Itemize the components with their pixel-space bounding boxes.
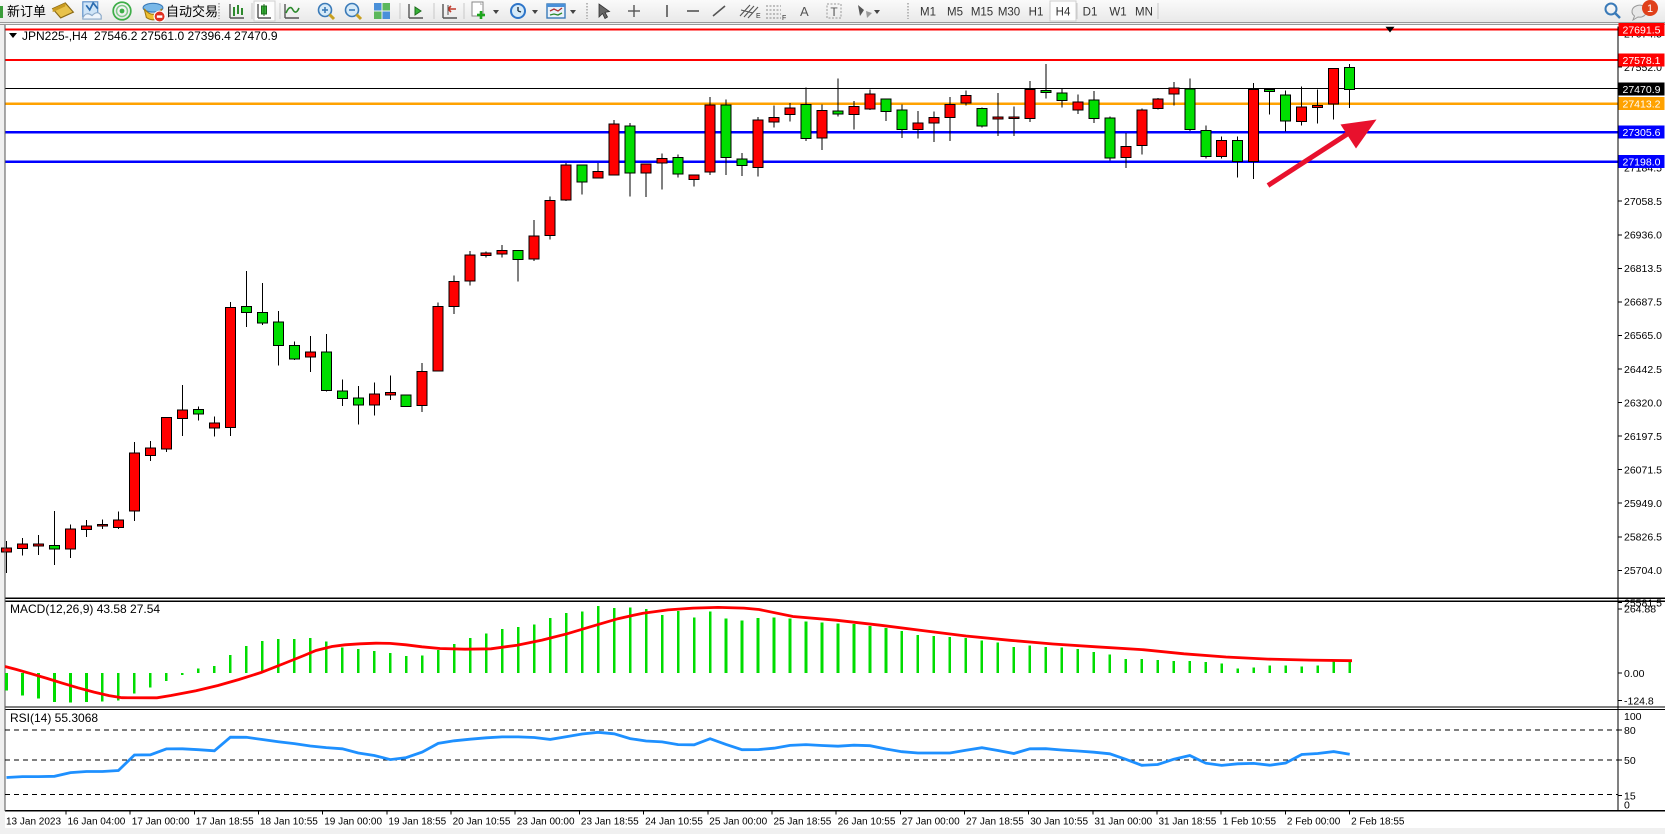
svg-text:27 Jan 18:55: 27 Jan 18:55 — [966, 817, 1024, 828]
svg-text:80: 80 — [1624, 725, 1636, 737]
svg-text:0: 0 — [1624, 799, 1630, 811]
svg-text:25 Jan 18:55: 25 Jan 18:55 — [774, 817, 832, 828]
svg-text:17 Jan 00:00: 17 Jan 00:00 — [132, 817, 190, 828]
svg-text:新订单: 新订单 — [7, 4, 46, 19]
svg-text:23 Jan 00:00: 23 Jan 00:00 — [517, 817, 575, 828]
svg-text:25949.0: 25949.0 — [1624, 498, 1662, 510]
svg-text:25826.5: 25826.5 — [1624, 532, 1662, 544]
svg-text:自动交易: 自动交易 — [166, 4, 218, 19]
svg-text:27691.5: 27691.5 — [1623, 25, 1661, 37]
svg-text:26565.0: 26565.0 — [1624, 330, 1662, 342]
svg-text:27058.5: 27058.5 — [1624, 196, 1662, 208]
svg-text:26 Jan 10:55: 26 Jan 10:55 — [838, 817, 896, 828]
svg-text:23 Jan 18:55: 23 Jan 18:55 — [581, 817, 639, 828]
svg-text:31 Jan 00:00: 31 Jan 00:00 — [1094, 817, 1152, 828]
svg-text:264.88: 264.88 — [1624, 604, 1656, 616]
svg-text:24 Jan 10:55: 24 Jan 10:55 — [645, 817, 703, 828]
svg-text:JPN225-,H4 27546.2 27561.0 27: JPN225-,H4 27546.2 27561.0 27396.4 27470… — [22, 29, 278, 43]
svg-text:0.00: 0.00 — [1624, 668, 1645, 680]
svg-text:25 Jan 00:00: 25 Jan 00:00 — [709, 817, 767, 828]
svg-text:A: A — [800, 4, 809, 19]
svg-text:F: F — [782, 15, 786, 22]
svg-text:27 Jan 00:00: 27 Jan 00:00 — [902, 817, 960, 828]
svg-text:16 Jan 04:00: 16 Jan 04:00 — [68, 817, 126, 828]
svg-text:18 Jan 10:55: 18 Jan 10:55 — [260, 817, 318, 828]
svg-text:19 Jan 18:55: 19 Jan 18:55 — [388, 817, 446, 828]
svg-text:E: E — [756, 13, 761, 20]
svg-text:MACD(12,26,9) 43.58 27.54: MACD(12,26,9) 43.58 27.54 — [10, 602, 160, 616]
svg-text:17 Jan 18:55: 17 Jan 18:55 — [196, 817, 254, 828]
svg-text:26813.5: 26813.5 — [1624, 263, 1662, 275]
svg-text:25581.5: 25581.5 — [1624, 597, 1662, 609]
svg-text:27305.6: 27305.6 — [1623, 127, 1661, 139]
svg-text:27470.9: 27470.9 — [1623, 84, 1661, 96]
svg-text:26936.0: 26936.0 — [1624, 230, 1662, 242]
svg-text:26442.5: 26442.5 — [1624, 364, 1662, 376]
svg-text:T: T — [830, 5, 838, 19]
svg-text:26687.5: 26687.5 — [1624, 297, 1662, 309]
svg-text:30 Jan 10:55: 30 Jan 10:55 — [1030, 817, 1088, 828]
svg-text:RSI(14) 55.3068: RSI(14) 55.3068 — [10, 711, 98, 725]
svg-text:MN: MN — [1135, 7, 1153, 19]
svg-text:2 Feb 00:00: 2 Feb 00:00 — [1287, 817, 1341, 828]
svg-text:-124.8: -124.8 — [1624, 695, 1654, 707]
svg-text:M15: M15 — [971, 7, 993, 19]
svg-text:W1: W1 — [1109, 7, 1126, 19]
svg-text:100: 100 — [1624, 711, 1642, 723]
svg-text:27413.2: 27413.2 — [1623, 99, 1661, 111]
svg-text:1 Feb 10:55: 1 Feb 10:55 — [1223, 817, 1277, 828]
svg-text:13 Jan 2023: 13 Jan 2023 — [6, 817, 61, 828]
svg-text:M1: M1 — [920, 7, 936, 19]
svg-text:15: 15 — [1624, 790, 1636, 802]
svg-text:26197.5: 26197.5 — [1624, 431, 1662, 443]
svg-text:26320.0: 26320.0 — [1624, 397, 1662, 409]
svg-text:H4: H4 — [1056, 7, 1071, 19]
svg-text:27578.1: 27578.1 — [1623, 55, 1661, 67]
svg-text:1: 1 — [1647, 3, 1653, 15]
svg-text:19 Jan 00:00: 19 Jan 00:00 — [324, 817, 382, 828]
svg-text:M5: M5 — [947, 7, 963, 19]
svg-text:D1: D1 — [1083, 7, 1098, 19]
svg-text:M30: M30 — [998, 7, 1020, 19]
svg-text:25704.0: 25704.0 — [1624, 565, 1662, 577]
svg-text:20 Jan 10:55: 20 Jan 10:55 — [453, 817, 511, 828]
svg-text:27198.0: 27198.0 — [1623, 157, 1661, 169]
svg-text:26071.5: 26071.5 — [1624, 464, 1662, 476]
svg-text:H1: H1 — [1029, 7, 1044, 19]
svg-text:31 Jan 18:55: 31 Jan 18:55 — [1159, 817, 1217, 828]
svg-text:2 Feb 18:55: 2 Feb 18:55 — [1351, 817, 1405, 828]
svg-text:50: 50 — [1624, 755, 1636, 767]
